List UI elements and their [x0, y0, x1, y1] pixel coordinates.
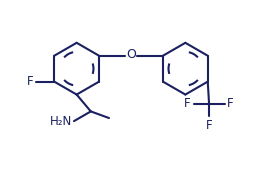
Text: F: F: [227, 97, 234, 110]
Text: F: F: [27, 75, 34, 88]
Text: F: F: [184, 97, 191, 110]
Text: O: O: [126, 48, 136, 61]
Text: H₂N: H₂N: [50, 115, 72, 128]
Text: F: F: [206, 119, 212, 132]
